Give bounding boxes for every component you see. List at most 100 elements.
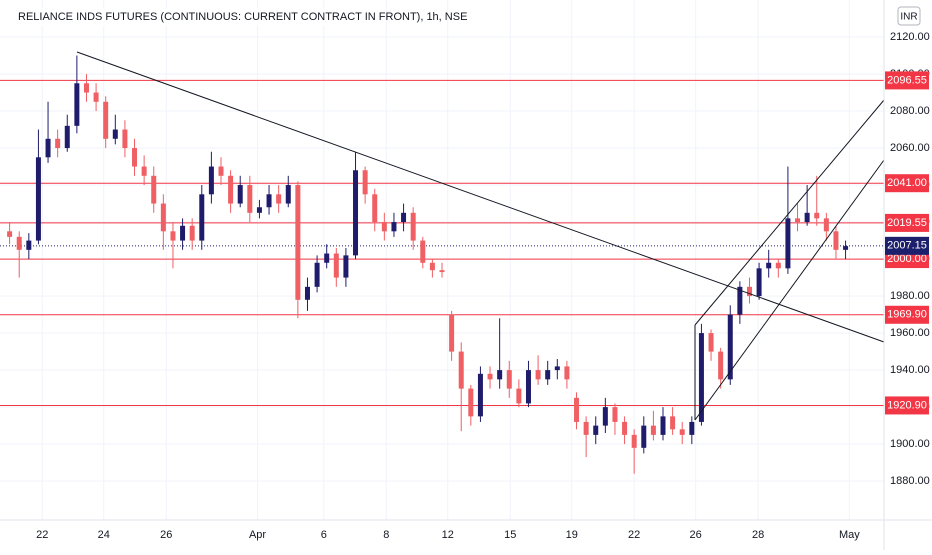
- candle-body: [199, 194, 205, 241]
- candle-body: [237, 185, 243, 204]
- x-tick-label: 28: [752, 529, 764, 541]
- candle-body: [228, 175, 234, 204]
- candle-body: [698, 333, 704, 422]
- levels: [0, 79, 884, 406]
- level-label: 2096.55: [887, 74, 927, 86]
- candle-body: [795, 218, 801, 223]
- candle-body: [670, 416, 676, 430]
- candle-body: [766, 262, 772, 269]
- candle-body: [458, 351, 464, 389]
- candle-body: [574, 397, 580, 422]
- candle-body: [602, 407, 608, 426]
- currency[interactable]: INR: [900, 12, 917, 23]
- candle-body: [160, 203, 166, 232]
- x-tick-label: 22: [36, 529, 48, 541]
- candle-body: [247, 185, 253, 213]
- candle-body: [26, 240, 32, 250]
- candle-body: [122, 129, 128, 149]
- candle-body: [737, 286, 743, 315]
- y-tick-label: 2060.00: [890, 142, 930, 154]
- candle-body: [439, 270, 445, 273]
- candle-body: [583, 421, 589, 435]
- candle-body: [151, 175, 157, 204]
- candle-body: [468, 388, 474, 417]
- candle-body: [141, 166, 147, 176]
- candle-body: [506, 370, 512, 389]
- candle-body: [641, 425, 647, 448]
- channel-lower: [694, 159, 885, 421]
- candle-body: [45, 138, 51, 158]
- x-tick-label: 26: [690, 529, 702, 541]
- candles: [7, 55, 849, 474]
- candle-body: [420, 240, 426, 263]
- candle-body: [362, 170, 368, 195]
- candle-body: [74, 83, 80, 126]
- level-label: 2041.00: [887, 177, 927, 189]
- y-tick-label: 2120.00: [890, 31, 930, 43]
- candle-body: [843, 246, 849, 250]
- x-tick-label: 8: [383, 529, 389, 541]
- last-price-bg: [885, 236, 929, 255]
- x-tick-label: 12: [442, 529, 454, 541]
- candle-body: [477, 373, 483, 417]
- candle-body: [650, 425, 656, 435]
- candle-body: [554, 366, 560, 371]
- candle-body: [833, 231, 839, 250]
- candle-body: [660, 416, 666, 435]
- level-label-bg: [885, 305, 929, 324]
- candle-body: [727, 314, 733, 380]
- candle-body: [83, 83, 89, 93]
- chart-title: RELIANCE INDS FUTURES (CONTINUOUS: CURRE…: [18, 11, 467, 23]
- candle-body: [689, 421, 695, 435]
- candle-body: [814, 212, 820, 219]
- x-tick-label: 15: [504, 529, 516, 541]
- x-tick-label: 22: [628, 529, 640, 541]
- drawings: [76, 51, 885, 421]
- x-tick-label: Apr: [249, 529, 266, 541]
- axes: 1880.001900.001920.001940.001960.001980.…: [36, 31, 930, 541]
- candle-body: [612, 407, 618, 422]
- level-label: 2019.55: [887, 217, 927, 229]
- candle-body: [208, 166, 214, 195]
- candle-body: [256, 207, 262, 213]
- y-tick-label: 1980.00: [890, 290, 930, 302]
- candle-body: [535, 370, 541, 380]
- candle-body: [170, 231, 176, 241]
- x-tick-label: 26: [160, 529, 172, 541]
- candle-body: [343, 255, 349, 278]
- candle-body: [746, 286, 752, 297]
- candle-body: [372, 194, 378, 223]
- candle-body: [718, 351, 724, 380]
- candle-body: [785, 218, 791, 269]
- level-label: 1969.90: [887, 309, 927, 321]
- candle-body: [218, 166, 224, 176]
- candle-body: [103, 101, 109, 139]
- candle-body: [708, 333, 714, 352]
- candle-body: [525, 370, 531, 404]
- channel-upper: [694, 99, 885, 326]
- candle-body: [333, 253, 339, 278]
- candle-body: [775, 262, 781, 269]
- level-label-bg: [885, 213, 929, 232]
- currency-box[interactable]: [897, 6, 921, 26]
- candle-body: [93, 92, 99, 102]
- candle-body: [679, 429, 685, 435]
- candle-body: [823, 218, 829, 232]
- candle-body: [189, 225, 195, 241]
- last-price-label: 2007.15: [887, 240, 927, 252]
- candle-body: [487, 373, 493, 380]
- candle-body: [295, 185, 301, 300]
- candle-body: [266, 194, 272, 208]
- candle-body: [391, 222, 397, 232]
- candle-body: [381, 222, 387, 232]
- x-tick-label: 19: [566, 529, 578, 541]
- candle-body: [180, 225, 186, 241]
- y-tick-label: 1960.00: [890, 327, 930, 339]
- candle-body: [410, 212, 416, 241]
- candle-body: [16, 236, 22, 250]
- candle-body: [622, 421, 628, 435]
- candle-body: [593, 425, 599, 435]
- y-tick-label: 1880.00: [890, 475, 930, 487]
